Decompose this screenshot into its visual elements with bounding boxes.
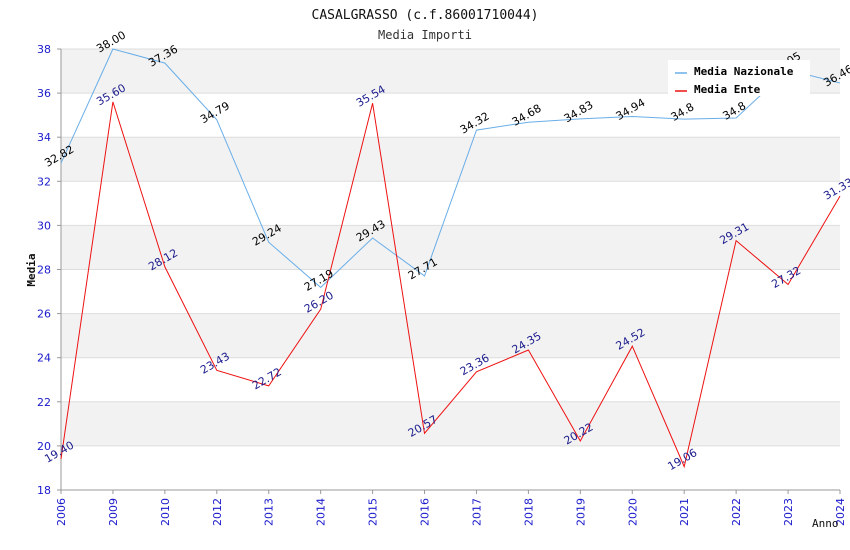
plot-band xyxy=(61,313,840,358)
x-tick-label: 2015 xyxy=(367,498,380,526)
series-lines xyxy=(60,48,841,469)
legend-box xyxy=(668,60,810,96)
y-tick-label: 26 xyxy=(37,308,51,321)
x-tick-label: 2019 xyxy=(574,498,587,526)
plot-band xyxy=(61,445,840,490)
series-line-media-nazionale xyxy=(60,48,841,289)
plot-background-bands xyxy=(61,49,840,490)
plot-band xyxy=(61,137,840,182)
y-tick-label: 28 xyxy=(37,264,51,277)
y-tick-label: 32 xyxy=(37,175,51,188)
plot-band xyxy=(61,225,840,270)
y-tick-labels: 18 20 22 24 26 28 30 32 34 36 38 xyxy=(37,43,51,497)
plot-band xyxy=(61,269,840,314)
y-tick-label: 36 xyxy=(37,87,51,100)
x-tick-label: 2006 xyxy=(55,498,68,526)
x-tick-label: 2010 xyxy=(159,498,172,526)
plot-band xyxy=(61,401,840,446)
series-line-media-ente xyxy=(60,101,841,469)
y-axis-label: Media xyxy=(25,253,38,286)
x-tick-label: 2009 xyxy=(107,498,120,526)
y-tick-label: 20 xyxy=(37,440,51,453)
x-tick-label: 2018 xyxy=(522,498,535,526)
legend-label-media-ente: Media Ente xyxy=(694,83,761,96)
legend: Media Nazionale Media Ente xyxy=(668,60,810,96)
x-tick-label: 2012 xyxy=(211,498,224,526)
y-tick-label: 18 xyxy=(37,484,51,497)
y-tick-label: 38 xyxy=(37,43,51,56)
y-tick-label: 22 xyxy=(37,396,51,409)
chart-title: CASALGRASSO (c.f.86001710044) xyxy=(312,8,539,23)
axes xyxy=(60,49,840,491)
x-tick-label: 2023 xyxy=(782,498,795,526)
legend-label-media-nazionale: Media Nazionale xyxy=(694,65,794,78)
plot-band xyxy=(61,93,840,138)
x-tick-label: 2017 xyxy=(470,498,483,526)
y-tick-label: 34 xyxy=(37,131,51,144)
x-tick-label: 2022 xyxy=(730,498,743,526)
x-tick-label: 2014 xyxy=(315,498,328,526)
x-tick-label: 2024 xyxy=(834,498,847,526)
y-tick-label: 24 xyxy=(37,352,51,365)
y-tick-label: 30 xyxy=(37,219,51,232)
x-tick-labels: 2006 2009 2010 2012 2013 2014 2015 2016 2017 2018… xyxy=(55,498,847,526)
plot-band xyxy=(61,357,840,402)
x-tick-label: 2020 xyxy=(626,498,639,526)
chart-subtitle: Media Importi xyxy=(378,28,472,42)
x-tick-label: 2021 xyxy=(678,498,691,526)
x-tick-label: 2013 xyxy=(263,498,276,526)
x-axis-label: Anno xyxy=(812,517,839,530)
x-tick-label: 2016 xyxy=(419,498,432,526)
